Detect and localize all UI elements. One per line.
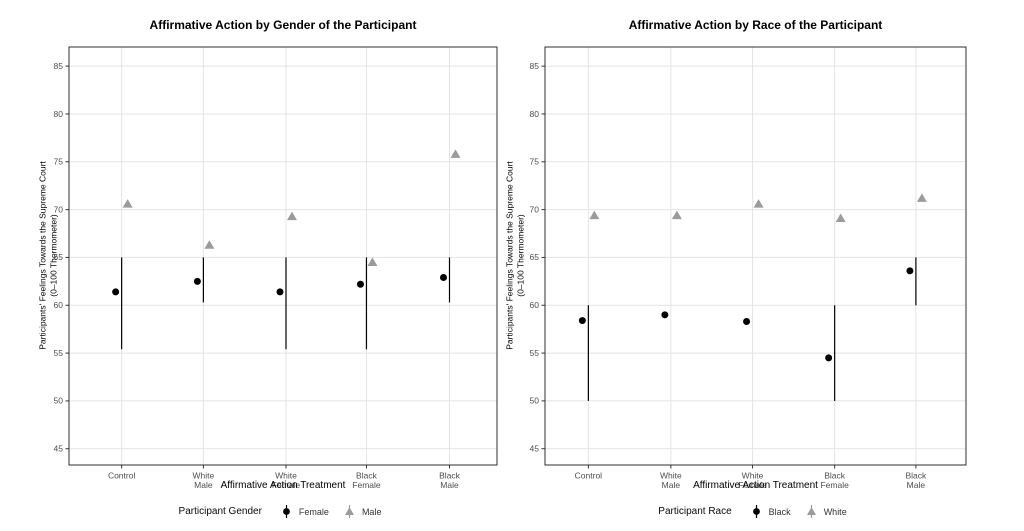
legend-title: Participant Gender: [178, 506, 262, 517]
legend-label: Male: [361, 506, 382, 517]
x-axis-title: Affirmative Action Treatment: [693, 480, 818, 491]
x-tick-label: Female: [352, 480, 381, 490]
pointrange-triangle-icon: [344, 505, 354, 518]
y-tick-label: 65: [54, 252, 64, 262]
x-tick-label: Black: [824, 471, 846, 481]
data-point-circle: [906, 267, 914, 275]
data-point-triangle: [589, 210, 600, 220]
data-point-triangle: [286, 211, 297, 221]
data-point-circle: [578, 317, 586, 325]
data-point-circle: [439, 274, 447, 282]
legend-item-male: Male: [341, 503, 382, 520]
data-point-circle: [825, 354, 833, 362]
pointrange-circle-icon: [752, 505, 760, 518]
y-tick-label: 50: [54, 396, 64, 406]
y-tick-label: 45: [54, 444, 64, 454]
data-point-triangle: [835, 213, 846, 223]
y-tick-label: 45: [530, 444, 540, 454]
y-tick-label: 50: [530, 396, 540, 406]
legend: Participant Race Black White: [545, 503, 966, 520]
legend-item-female: Female: [278, 503, 329, 520]
x-tick-label: Female: [272, 480, 301, 490]
data-point-circle: [193, 277, 201, 285]
data-point-circle: [743, 318, 751, 326]
legend-title: Participant Race: [658, 506, 732, 517]
legend-label: Female: [298, 506, 329, 517]
data-point-triangle: [204, 240, 215, 249]
x-tick-label: White: [275, 471, 297, 481]
panel-border: [68, 46, 498, 466]
legend: Participant Gender Female Male: [69, 503, 497, 520]
x-tick-label: Male: [194, 480, 213, 490]
x-tick-label: Male: [907, 480, 926, 490]
x-tick-label: Black: [356, 471, 378, 481]
data-point-circle: [356, 280, 364, 288]
legend-item-white: White: [803, 503, 847, 520]
y-tick-label: 60: [530, 300, 540, 310]
y-tick-label: 65: [530, 252, 540, 262]
legend-item-black: Black: [748, 503, 791, 520]
x-tick-label: White: [660, 471, 682, 481]
y-tick-label: 60: [54, 300, 64, 310]
x-tick-label: Female: [820, 480, 849, 490]
x-tick-label: Black: [906, 471, 928, 481]
y-tick-label: 80: [54, 109, 64, 119]
x-axis-title: Affirmative Action Treatment: [220, 480, 346, 491]
chart-title: Affirmative Action by Gender of the Part…: [149, 18, 417, 32]
y-tick-label: 55: [530, 348, 540, 358]
y-tick-label: 75: [530, 157, 540, 167]
chart-title: Affirmative Action by Race of the Partic…: [628, 18, 883, 32]
legend-label: Black: [768, 506, 791, 517]
chart-race: Affirmative Action by Race of the Partic…: [505, 0, 1024, 531]
legend-label: White: [823, 506, 847, 517]
data-point-circle: [661, 311, 669, 319]
data-point-triangle: [916, 193, 927, 202]
y-tick-label: 75: [54, 157, 64, 167]
y-tick-label: 55: [54, 348, 64, 358]
data-point-circle: [112, 288, 120, 296]
chart-gender: Affirmative Action by Gender of the Part…: [38, 18, 498, 520]
data-point-triangle: [367, 257, 378, 267]
panel-border: [544, 46, 967, 466]
y-tick-label: 70: [530, 204, 540, 214]
x-tick-label: Female: [738, 480, 767, 490]
x-tick-label: Control: [575, 471, 603, 481]
x-tick-label: Control: [108, 471, 136, 481]
y-tick-label: 85: [54, 61, 64, 71]
y-tick-label: 85: [530, 61, 540, 71]
data-point-triangle: [122, 199, 133, 208]
x-tick-label: Male: [440, 480, 459, 490]
data-point-triangle: [671, 210, 682, 220]
data-point-triangle: [450, 149, 461, 158]
pointrange-triangle-icon: [806, 505, 816, 518]
x-tick-label: White: [742, 471, 764, 481]
x-tick-label: White: [193, 471, 215, 481]
x-tick-label: Black: [439, 471, 461, 481]
data-point-triangle: [753, 199, 764, 208]
pointrange-circle-icon: [283, 505, 290, 518]
x-tick-label: Male: [662, 480, 681, 490]
y-tick-label: 80: [530, 109, 540, 119]
y-tick-label: 70: [54, 204, 64, 214]
data-point-circle: [276, 288, 284, 296]
